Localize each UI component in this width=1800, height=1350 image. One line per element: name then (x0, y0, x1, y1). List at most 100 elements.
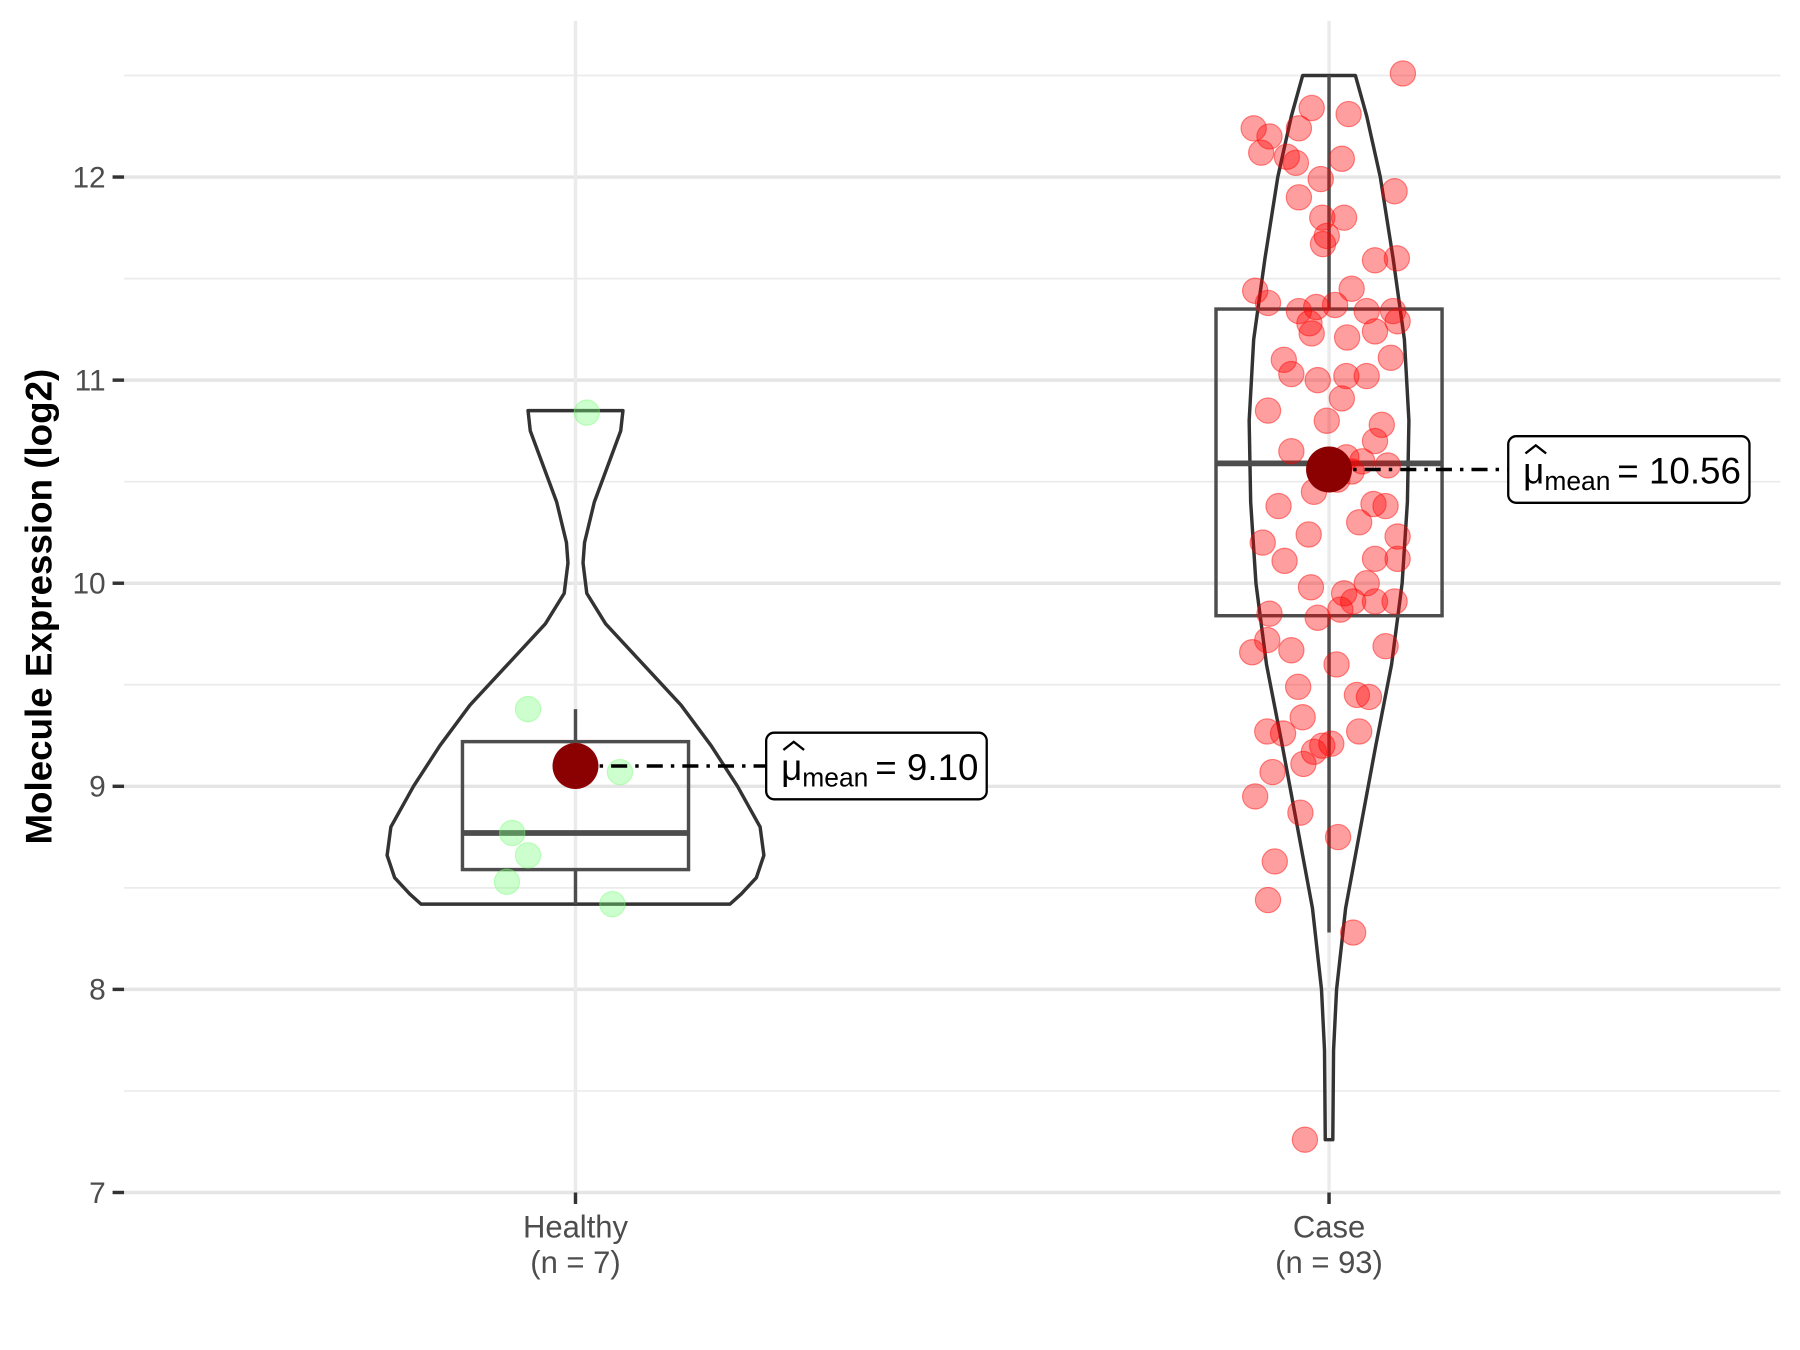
data-point (1384, 545, 1411, 573)
y-axis-title: Molecule Expression (log2) (19, 369, 60, 845)
data-point (1304, 604, 1331, 631)
data-point (1296, 310, 1323, 337)
data-point (1353, 570, 1380, 597)
mean-label: μmean = 9.10 (765, 731, 988, 801)
mean-point (552, 743, 599, 789)
data-point (1360, 490, 1387, 518)
mean-symbol: μ (1523, 450, 1544, 491)
x-tick-count: (n = 93) (1275, 1245, 1383, 1280)
data-point (1383, 245, 1411, 272)
mean-label-text: μmean = 10.56 (1523, 450, 1741, 496)
data-point (1361, 318, 1389, 345)
data-point (1278, 360, 1305, 388)
mean-subscript: mean (802, 763, 868, 793)
data-point (498, 819, 526, 847)
data-point (1328, 145, 1356, 172)
mean-label-box (1507, 435, 1751, 504)
data-point (514, 842, 542, 869)
data-point (1361, 588, 1389, 615)
data-point (1269, 720, 1297, 747)
violin-outline (1247, 73, 1411, 1142)
data-point (1321, 291, 1349, 319)
data-point (1374, 452, 1402, 479)
data-point (1254, 397, 1282, 424)
data-point (1372, 492, 1399, 520)
data-point (599, 890, 626, 918)
data-point (1297, 574, 1325, 601)
data-point (1270, 346, 1298, 374)
data-point (1298, 320, 1325, 347)
data-point (573, 399, 601, 426)
data-point (1328, 385, 1356, 412)
y-tick-label: 12 (72, 161, 105, 194)
mean-value: = 9.10 (875, 747, 978, 788)
data-point (1309, 732, 1336, 759)
data-point (1343, 681, 1371, 709)
data-point (1307, 165, 1334, 193)
data-point (1254, 718, 1281, 745)
data-point (1241, 783, 1269, 810)
data-point (1384, 523, 1411, 550)
data-point (1309, 204, 1336, 231)
data-point (1323, 651, 1350, 678)
mean-symbol: μ (781, 747, 802, 788)
mean-label: μmean = 10.56 (1507, 435, 1751, 504)
hat-icon (782, 740, 805, 751)
mean-point (1306, 446, 1353, 493)
data-point (1361, 247, 1389, 274)
data-point (1345, 718, 1373, 745)
y-tick-label: 9 (89, 771, 106, 804)
data-point (1282, 149, 1310, 177)
data-point (1324, 823, 1352, 851)
y-axis: 7 8 9 10 11 12 (72, 161, 125, 1210)
data-point (1300, 738, 1328, 765)
mean-label-text: μmean = 9.10 (781, 747, 978, 793)
data-point (1379, 297, 1407, 325)
data-point (1259, 758, 1286, 786)
data-point (514, 695, 542, 723)
grid (124, 20, 1781, 1195)
data-point (1381, 588, 1408, 615)
data-point (1333, 324, 1361, 351)
data-point (1290, 750, 1317, 778)
data-point (1361, 427, 1389, 455)
data-point (1254, 886, 1282, 914)
data-point (606, 758, 634, 786)
data-point (1287, 799, 1314, 826)
data-point (1285, 184, 1313, 211)
data-point (1361, 545, 1389, 573)
y-tick-label: 8 (89, 974, 106, 1007)
mean-value: = 10.56 (1617, 450, 1741, 491)
data-point (1249, 529, 1276, 556)
data-point (1289, 704, 1316, 731)
data-point (1273, 143, 1301, 170)
data-point (1330, 204, 1358, 231)
data-point (1304, 366, 1331, 394)
data-point (1313, 222, 1340, 250)
data-point (1372, 632, 1399, 660)
data-point (1335, 100, 1362, 128)
group-case: μmean = 10.56 (1214, 60, 1751, 1153)
data-point (1241, 277, 1269, 304)
data-point (1355, 683, 1383, 711)
data-point (1285, 297, 1313, 325)
data-point (1238, 639, 1266, 666)
x-tick-count: (n = 7) (530, 1245, 620, 1280)
data-point (1254, 626, 1281, 654)
data-point (1338, 275, 1365, 302)
data-point (1295, 521, 1322, 548)
data-point (1265, 492, 1292, 520)
data-point (1256, 123, 1283, 150)
data-point (1330, 580, 1358, 607)
data-point (1345, 509, 1373, 536)
data-point (1353, 362, 1380, 390)
data-point (1339, 919, 1367, 946)
data-point (1384, 308, 1411, 335)
y-tick-label: 11 (75, 364, 106, 397)
data-point (1278, 637, 1305, 664)
box (460, 739, 691, 872)
data-point (1353, 297, 1380, 325)
mean-subscript: mean (1544, 466, 1610, 496)
data-point (1240, 115, 1267, 142)
